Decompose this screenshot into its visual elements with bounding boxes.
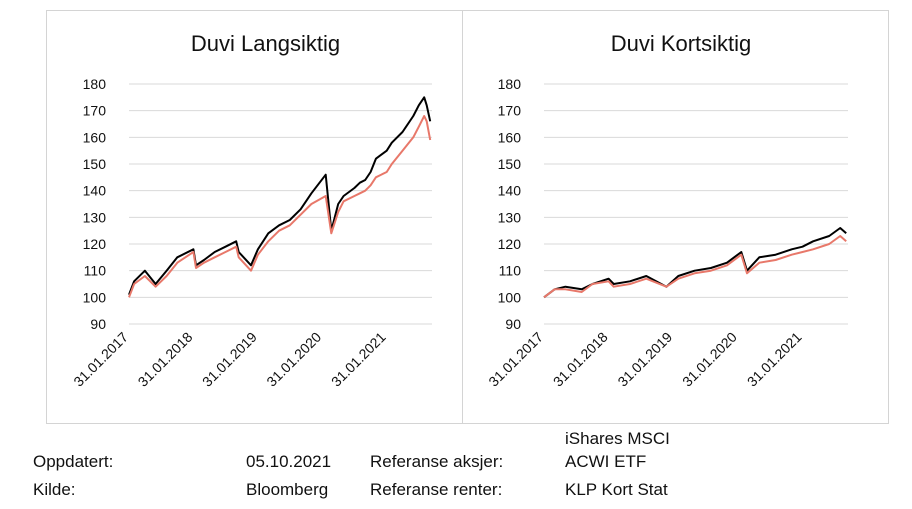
y-tick-label: 90 bbox=[90, 316, 106, 332]
chart-title-langsiktig: Duvi Langsiktig bbox=[191, 31, 340, 56]
x-tick-label: 31.01.2020 bbox=[679, 329, 740, 390]
y-tick-label: 170 bbox=[498, 103, 522, 119]
x-tick-label: 31.01.2018 bbox=[135, 329, 196, 390]
rates-ref-label: Referanse renter: bbox=[370, 480, 503, 499]
series-black-line-langsiktig bbox=[128, 96, 432, 296]
x-tick-label: 31.01.2021 bbox=[328, 329, 389, 390]
y-tick-label: 150 bbox=[83, 156, 107, 172]
y-tick-label: 120 bbox=[83, 236, 107, 252]
y-tick-label: 140 bbox=[498, 183, 522, 199]
y-tick-label: 170 bbox=[83, 103, 107, 119]
y-tick-label: 160 bbox=[498, 129, 522, 145]
y-tick-label: 140 bbox=[83, 183, 107, 199]
y-tick-label: 180 bbox=[498, 76, 522, 92]
y-tick-label: 130 bbox=[498, 209, 522, 225]
x-tick-label: 31.01.2020 bbox=[263, 329, 324, 390]
equity-ref-line1: iShares MSCI bbox=[565, 429, 670, 448]
y-tick-label: 180 bbox=[83, 76, 107, 92]
y-tick-label: 150 bbox=[498, 156, 522, 172]
chart-panel-langsiktig: Duvi Langsiktig 90 100 110 120 130 140 150 160 17… bbox=[46, 10, 464, 424]
source-label: Kilde: bbox=[33, 480, 76, 499]
chart-panel-kortsiktig: Duvi Kortsiktig 90 100 110 120 130 140 150 160 17… bbox=[462, 10, 889, 424]
series-salmon-line-kortsiktig bbox=[543, 235, 847, 299]
updated-value: 05.10.2021 bbox=[246, 452, 332, 471]
x-tick-label: 31.01.2019 bbox=[199, 329, 260, 390]
y-tick-label: 160 bbox=[83, 129, 107, 145]
chart-langsiktig-svg: Duvi Langsiktig 90 100 110 120 130 140 150 160 17… bbox=[70, 31, 432, 390]
y-tick-label: 110 bbox=[499, 263, 522, 279]
chart-title-kortsiktig: Duvi Kortsiktig bbox=[611, 31, 752, 56]
y-tick-label: 130 bbox=[83, 209, 107, 225]
y-tick-label: 120 bbox=[498, 236, 522, 252]
x-tick-label: 31.01.2019 bbox=[614, 329, 675, 390]
source-value: Bloomberg bbox=[246, 480, 329, 499]
series-salmon-line-langsiktig bbox=[128, 115, 432, 298]
updated-label: Oppdatert: bbox=[33, 452, 114, 471]
y-tick-label: 110 bbox=[84, 263, 107, 279]
equity-ref-line2: ACWI ETF bbox=[565, 452, 647, 471]
x-tick-label: 31.01.2018 bbox=[550, 329, 611, 390]
x-tick-label: 31.01.2017 bbox=[70, 329, 131, 390]
chart-kortsiktig-svg: Duvi Kortsiktig 90 100 110 120 130 140 150 160 17… bbox=[485, 31, 848, 390]
y-tick-label: 90 bbox=[505, 316, 521, 332]
x-tick-label: 31.01.2021 bbox=[744, 329, 805, 390]
x-tick-label: 31.01.2017 bbox=[485, 329, 546, 390]
equity-ref-label: Referanse aksjer: bbox=[370, 452, 504, 471]
rates-ref-value: KLP Kort Stat bbox=[565, 480, 668, 499]
y-tick-label: 100 bbox=[498, 289, 522, 305]
y-tick-label: 100 bbox=[83, 289, 107, 305]
